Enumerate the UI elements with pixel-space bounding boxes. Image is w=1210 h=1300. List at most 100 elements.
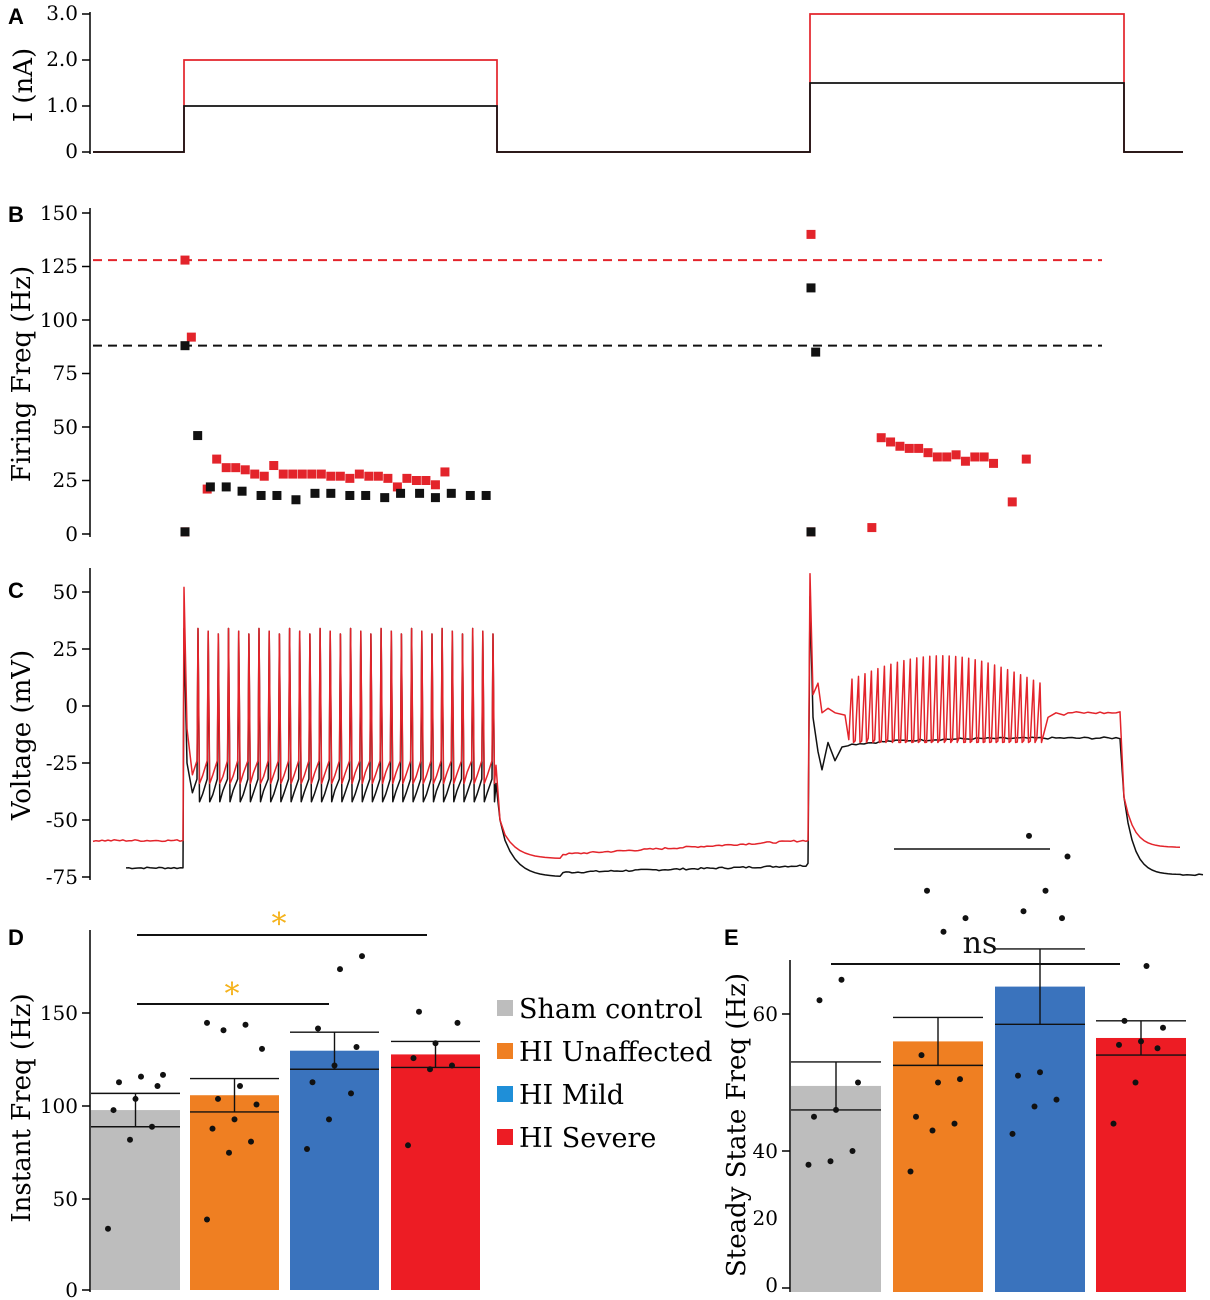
panel-b-point-red-36 [914, 443, 924, 453]
panel-b-point-black-11 [345, 490, 355, 500]
panel-b-point-red-30 [806, 229, 816, 239]
panel-b-point-black-6 [256, 490, 266, 500]
panel-b-point-red-17 [335, 471, 345, 481]
panel-d-point-1-6 [215, 1095, 221, 1102]
panel-b-ticks [82, 212, 90, 535]
panel-d-point-3-0 [405, 1142, 411, 1149]
panel-b-point-red-20 [364, 471, 374, 481]
panel-b-point-red-15 [316, 469, 326, 479]
panel-e-point-2-5 [1059, 915, 1065, 922]
panel-d-point-2-1 [326, 1116, 332, 1123]
panel-b-point-red-31 [867, 523, 877, 533]
panel-e-point-1-3 [913, 1113, 919, 1120]
panel-e-sig-label: ns [963, 926, 998, 961]
panel-e-point-2-7 [1042, 887, 1049, 894]
panel-b-point-black-0 [180, 527, 190, 537]
panel-b-tick-label-0: 0 [65, 522, 78, 546]
panel-c-traces [92, 573, 1204, 878]
panel-b-point-red-6 [231, 463, 241, 473]
panel-a-letter: A [8, 4, 24, 29]
panel-c-letter: C [8, 578, 24, 603]
panel-e-tick-label-0: 0 [765, 1273, 778, 1297]
panel-b-point-red-34 [895, 441, 905, 451]
panel-e-point-0-7 [838, 976, 845, 983]
panel-d-point-2-5 [353, 1043, 360, 1050]
panel-c: C 50 25 0 -25 -50 -75 Voltage (mV) [7, 568, 1204, 889]
panel-b-tick-label-75: 75 [53, 361, 78, 385]
panel-b-point-red-5 [221, 463, 231, 473]
panel-d-point-2-2 [348, 1090, 354, 1097]
panel-b-point-red-44 [989, 458, 999, 468]
panel-c-tick-label-m25: -25 [46, 751, 78, 775]
panel-b-tick-label-100: 100 [40, 308, 78, 332]
panel-d-point-0-8 [160, 1071, 166, 1078]
panel-e-point-2-6 [1020, 908, 1027, 915]
panel-e-point-2-2 [1053, 1096, 1060, 1103]
panel-e-bar-3 [1096, 1037, 1186, 1292]
panel-d-point-1-0 [204, 1216, 210, 1223]
panel-b-tick-label-150: 150 [40, 201, 78, 225]
panel-b-point-black-19 [481, 490, 491, 500]
panel-b-point-black-7 [272, 490, 282, 500]
panel-b: B 150 125 100 75 50 25 0 Firing Freq (Hz… [7, 201, 1102, 546]
panel-d-point-2-4 [331, 1062, 338, 1069]
panel-a-y-label: I (nA) [9, 48, 39, 122]
panel-b-y-label: Firing Freq (Hz) [7, 266, 37, 482]
legend-label-sham: Sham control [519, 994, 703, 1025]
panel-e-point-0-3 [811, 1113, 817, 1120]
legend-swatch-sham [497, 1000, 513, 1016]
panel-e-bar-0 [791, 1085, 881, 1292]
panel-b-tick-label-50: 50 [53, 415, 78, 439]
panel-e-point-3-6 [1121, 1017, 1128, 1024]
panel-e-marks [791, 832, 1186, 1292]
panel-d-point-1-2 [248, 1138, 254, 1145]
panel-c-trace-red [92, 573, 1181, 860]
panel-e-point-3-1 [1132, 1079, 1139, 1086]
panel-e-point-1-7 [940, 928, 947, 935]
panel-b-point-red-32 [876, 433, 886, 443]
panel-e-point-1-2 [951, 1120, 958, 1127]
panel-b-point-red-25 [411, 476, 421, 485]
panel-d-bar-2 [290, 1050, 379, 1290]
panel-d-tick-label-0: 0 [65, 1278, 78, 1300]
panel-e-point-3-4 [1138, 1038, 1144, 1045]
panel-b-point-red-12 [288, 469, 298, 479]
panel-b-point-red-7 [240, 465, 250, 475]
legend-swatch-unaffected [497, 1043, 513, 1059]
panel-d-point-0-1 [127, 1136, 133, 1143]
panel-e-point-2-8 [1064, 853, 1071, 860]
panel-e-y-label: Steady State Freq (Hz) [722, 973, 752, 1277]
panel-e-point-1-6 [918, 1052, 925, 1059]
panel-d-point-2-6 [315, 1025, 321, 1032]
panel-d-tick-label-100: 100 [40, 1094, 78, 1118]
panel-e-point-1-9 [924, 887, 930, 894]
panel-b-point-red-22 [383, 473, 393, 483]
panel-b-point-red-26 [421, 476, 431, 485]
panel-b-point-red-14 [307, 469, 317, 479]
panel-a-traces [93, 13, 1183, 153]
panel-b-point-black-21 [806, 283, 816, 293]
panel-d-point-3-3 [410, 1055, 417, 1062]
panel-b-point-black-2 [193, 431, 203, 441]
panel-d-point-0-6 [116, 1079, 122, 1086]
panel-d-y-label: Instant Freq (Hz) [7, 993, 37, 1222]
panel-b-point-red-40 [951, 450, 961, 460]
panel-b-point-black-13 [380, 493, 390, 503]
panel-d-point-2-0 [304, 1146, 310, 1153]
panel-e-point-3-5 [1160, 1024, 1166, 1031]
panel-b-point-red-38 [932, 452, 942, 462]
legend-item-unaffected: HI Unaffected [497, 1037, 712, 1068]
panel-a-tick-label-0: 0 [65, 139, 78, 163]
panel-b-point-red-39 [942, 452, 952, 462]
panel-d: D 150 100 50 0 Instant Freq (Hz) * * [7, 907, 480, 1300]
panel-b-point-black-20 [806, 527, 816, 537]
panel-b-point-red-37 [923, 448, 933, 458]
panel-e-bar-2 [995, 986, 1085, 1292]
panel-b-tick-label-125: 125 [40, 254, 78, 278]
panel-e-point-2-4 [1037, 1069, 1043, 1076]
panel-c-tick-label-m50: -50 [46, 808, 78, 832]
panel-e-point-1-4 [935, 1079, 941, 1086]
panel-d-point-1-9 [220, 1027, 227, 1034]
panel-d-letter: D [8, 925, 24, 950]
